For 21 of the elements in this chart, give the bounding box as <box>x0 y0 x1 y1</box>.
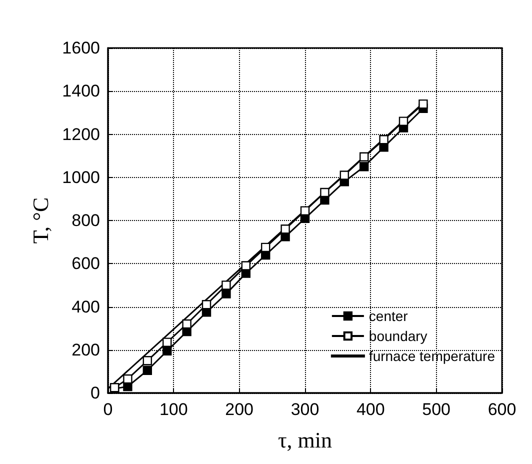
y-tick-label: 1000 <box>62 168 100 187</box>
x-tick-label: 400 <box>356 400 385 419</box>
y-tick-label: 400 <box>72 297 100 316</box>
x-tick-label: 500 <box>422 400 451 419</box>
x-tick-label: 0 <box>103 400 113 419</box>
x-axis-title: τ, min <box>278 428 332 452</box>
x-tick-label: 600 <box>488 400 516 419</box>
y-tick-label: 1400 <box>62 82 100 101</box>
x-tick-label: 200 <box>225 400 254 419</box>
legend-label: center <box>368 308 408 324</box>
y-tick-label: 600 <box>72 254 100 274</box>
y-tick-label: 200 <box>72 340 100 360</box>
y-tick-label: 1200 <box>62 124 100 144</box>
y-axis-title: T, °C <box>28 197 53 244</box>
y-tick-label: 0 <box>90 384 100 402</box>
y-tick-label: 800 <box>72 211 100 230</box>
legend-label: furnace temperature <box>368 348 496 364</box>
x-tick-label: 100 <box>159 400 188 419</box>
x-tick-label: 300 <box>290 400 320 419</box>
legend-label: boundary <box>368 328 428 344</box>
y-tick-label: 1600 <box>62 38 100 58</box>
